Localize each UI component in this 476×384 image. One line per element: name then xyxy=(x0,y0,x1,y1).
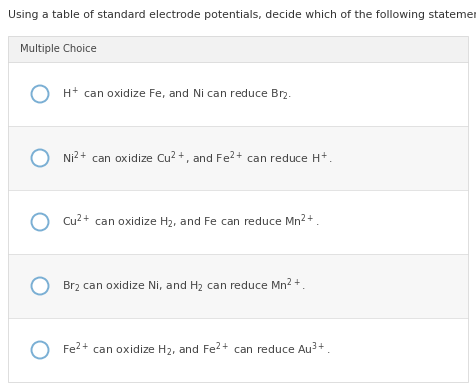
Text: Fe$^{2+}$ can oxidize H$_2$, and Fe$^{2+}$ can reduce Au$^{3+}$.: Fe$^{2+}$ can oxidize H$_2$, and Fe$^{2+… xyxy=(62,341,331,359)
Bar xyxy=(8,254,468,318)
Bar xyxy=(8,318,468,382)
Text: H$^+$ can oxidize Fe, and Ni can reduce Br$_2$.: H$^+$ can oxidize Fe, and Ni can reduce … xyxy=(62,86,293,103)
Text: Multiple Choice: Multiple Choice xyxy=(20,44,97,54)
Circle shape xyxy=(31,341,49,359)
Circle shape xyxy=(31,86,49,103)
Bar xyxy=(8,126,468,190)
Circle shape xyxy=(31,278,49,295)
Text: Cu$^{2+}$ can oxidize H$_2$, and Fe can reduce Mn$^{2+}$.: Cu$^{2+}$ can oxidize H$_2$, and Fe can … xyxy=(62,213,320,231)
Circle shape xyxy=(31,149,49,167)
Bar xyxy=(8,190,468,254)
Text: Ni$^{2+}$ can oxidize Cu$^{2+}$, and Fe$^{2+}$ can reduce H$^+$.: Ni$^{2+}$ can oxidize Cu$^{2+}$, and Fe$… xyxy=(62,149,334,167)
Bar xyxy=(8,62,468,126)
Bar xyxy=(8,36,468,62)
Circle shape xyxy=(31,214,49,230)
Text: Using a table of standard electrode potentials, decide which of the following st: Using a table of standard electrode pote… xyxy=(8,10,476,20)
Text: Br$_2$ can oxidize Ni, and H$_2$ can reduce Mn$^{2+}$.: Br$_2$ can oxidize Ni, and H$_2$ can red… xyxy=(62,277,306,295)
